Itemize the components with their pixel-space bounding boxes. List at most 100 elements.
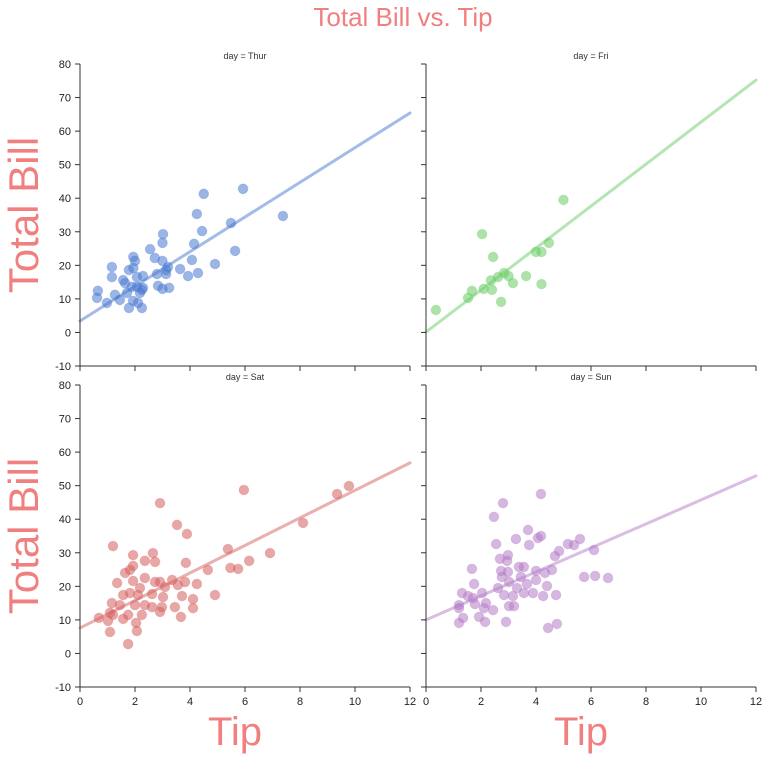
data-point <box>486 284 498 296</box>
y-tick-label: 50 <box>59 160 71 172</box>
data-point <box>578 571 590 583</box>
y-tick-label: 70 <box>59 93 71 105</box>
y-tick-label: 30 <box>59 227 71 239</box>
data-point <box>122 638 134 650</box>
facet-panel: day = Sun 0 2 4 6 8 10 12 Tip <box>421 372 762 754</box>
data-point <box>527 587 539 599</box>
y-tick-label: 80 <box>59 59 71 71</box>
x-tick-label: 12 <box>404 696 416 708</box>
data-point <box>277 210 289 222</box>
y-tick-label: 0 <box>65 327 71 339</box>
x-tick-label: 2 <box>478 696 484 708</box>
data-point <box>180 557 192 569</box>
data-point <box>106 271 118 283</box>
data-point <box>479 616 491 628</box>
facet-panel: day = Sat 0 2 4 6 8 10 12 -10 0 10 20 30 40 50 60 70 80 To… <box>0 372 416 754</box>
data-point <box>496 571 508 583</box>
facet-title: day = Sun <box>571 372 612 382</box>
data-point <box>134 287 146 299</box>
data-point <box>574 533 586 545</box>
data-point <box>542 622 554 634</box>
data-point <box>510 533 522 545</box>
data-point <box>146 601 158 613</box>
data-point <box>196 225 208 237</box>
y-tick-label: 40 <box>59 193 71 205</box>
y-tick-label: 80 <box>59 380 71 392</box>
regression-line <box>424 474 758 622</box>
data-point <box>111 577 123 589</box>
data-point <box>139 555 151 567</box>
data-point <box>186 254 198 266</box>
data-point <box>117 613 129 625</box>
x-tick-label: 2 <box>132 696 138 708</box>
data-point <box>521 578 533 590</box>
data-point <box>508 600 520 612</box>
data-point <box>536 278 547 290</box>
data-point <box>179 576 191 588</box>
data-point <box>520 270 532 282</box>
data-point <box>535 488 547 500</box>
facet-panel: day = Thur -10 0 10 20 30 40 50 60 70 80 Total Bill <box>0 51 412 373</box>
x-tick-label: 0 <box>77 696 83 708</box>
x-tick-label: 8 <box>297 696 303 708</box>
y-tick-label: 60 <box>59 447 71 459</box>
data-point <box>154 497 166 509</box>
data-point <box>468 578 480 590</box>
y-tick-label: 10 <box>59 294 71 306</box>
data-point <box>106 261 118 273</box>
data-point <box>523 539 535 551</box>
data-point <box>127 549 139 561</box>
y-tick-label: 20 <box>59 260 71 272</box>
x-tick-label: 4 <box>187 696 193 708</box>
x-tick-label: 10 <box>695 696 707 708</box>
data-point <box>453 617 465 629</box>
data-point <box>174 263 186 275</box>
x-tick-label: 6 <box>588 696 594 708</box>
data-point <box>182 270 194 282</box>
data-point <box>487 604 499 616</box>
y-tick-label: 0 <box>65 648 71 660</box>
data-point <box>568 539 580 551</box>
data-point <box>102 615 114 627</box>
data-point <box>191 208 203 220</box>
y-axis-label: Total Bill <box>0 458 47 614</box>
data-point <box>171 519 183 531</box>
data-point <box>144 243 156 255</box>
data-point <box>131 271 143 283</box>
chart-title: Total Bill vs. Tip <box>313 2 492 32</box>
data-point <box>238 484 250 496</box>
data-point <box>209 258 221 270</box>
x-tick-label: 10 <box>349 696 361 708</box>
data-point <box>232 563 244 575</box>
data-point <box>91 292 103 304</box>
data-point <box>157 237 168 249</box>
data-point <box>297 517 309 529</box>
data-point <box>169 601 181 613</box>
data-point <box>127 575 139 587</box>
x-tick-label: 12 <box>750 696 762 708</box>
data-point <box>343 480 355 492</box>
data-point <box>136 302 148 314</box>
data-point <box>243 555 255 567</box>
regression-line <box>78 111 412 323</box>
data-point <box>181 528 193 540</box>
data-point <box>157 228 169 240</box>
data-point <box>498 589 510 601</box>
data-point <box>518 561 530 573</box>
data-point <box>264 547 276 559</box>
data-point <box>589 570 601 582</box>
data-point <box>157 591 169 603</box>
y-tick-label: -10 <box>55 361 71 373</box>
data-point <box>139 572 151 584</box>
regression-line <box>424 78 758 334</box>
data-point <box>558 194 569 206</box>
data-point <box>551 618 563 630</box>
data-point <box>536 246 547 258</box>
data-point <box>522 524 534 536</box>
x-tick-label: 0 <box>423 696 429 708</box>
x-axis-label: Tip <box>208 710 262 754</box>
data-point <box>537 590 549 602</box>
facet-title: day = Thur <box>223 51 266 61</box>
data-point <box>198 188 210 200</box>
